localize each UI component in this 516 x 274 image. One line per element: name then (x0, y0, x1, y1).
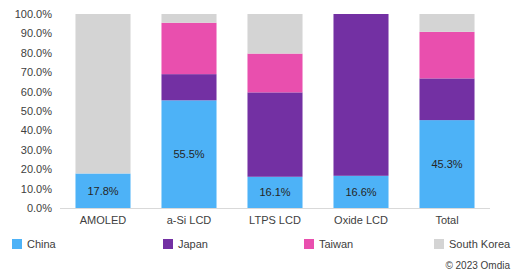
bar-segment (419, 32, 474, 79)
bar-segment (247, 92, 302, 176)
x-tick-label: a-Si LCD (167, 214, 212, 226)
bar-segment (333, 14, 388, 15)
bar-segment (419, 120, 474, 208)
y-tick-label: 90.0% (21, 27, 52, 39)
y-tick-label: 30.0% (21, 144, 52, 156)
legend-label: China (27, 238, 57, 250)
x-tick-label: LTPS LCD (249, 214, 301, 226)
y-tick-label: 40.0% (21, 124, 52, 136)
legend-label: Japan (178, 238, 208, 250)
y-tick-label: 80.0% (21, 47, 52, 59)
bar-segment (161, 14, 216, 23)
legend-swatch (12, 239, 22, 249)
bar-segment (161, 100, 216, 208)
x-tick-label: Oxide LCD (334, 214, 388, 226)
bars (75, 14, 474, 208)
source-note: © 2023 Omdia (445, 260, 510, 271)
chart: 0.0% 10.0% 20.0% 30.0% 40.0% 50.0% 60.0% 70.0% 8… (0, 0, 516, 274)
y-tick-label: 70.0% (21, 66, 52, 78)
bar-segment (333, 176, 388, 208)
y-tick-label: 0.0% (27, 202, 52, 214)
legend-swatch (434, 239, 444, 249)
bar-segment (333, 14, 388, 15)
bar-segment (333, 14, 388, 176)
bar-segment (161, 74, 216, 100)
y-tick-label: 20.0% (21, 163, 52, 175)
bar-segment (75, 14, 130, 173)
y-tick-label: 50.0% (21, 105, 52, 117)
bar-segment (247, 14, 302, 54)
data-label: 16.6% (345, 186, 376, 198)
legend-label: Taiwan (319, 238, 353, 250)
data-label: 16.1% (259, 186, 290, 198)
legend-swatch (304, 239, 314, 249)
data-label: 17.8% (87, 185, 118, 197)
legend-label: South Korea (449, 238, 511, 250)
bar-segment (419, 78, 474, 120)
bar-segment (75, 173, 130, 208)
x-axis-line (60, 208, 490, 209)
y-tick-label: 100.0% (15, 8, 53, 20)
y-tick-label: 60.0% (21, 86, 52, 98)
data-label: 45.3% (431, 158, 462, 170)
bar-segment (247, 54, 302, 93)
bar-segment (419, 14, 474, 32)
y-tick-label: 10.0% (21, 183, 52, 195)
x-tick-label: AMOLED (80, 214, 127, 226)
legend-swatch (163, 239, 173, 249)
bar-segment (247, 177, 302, 208)
x-tick-label: Total (435, 214, 458, 226)
data-label: 55.5% (173, 148, 204, 160)
bar-segment (161, 23, 216, 74)
